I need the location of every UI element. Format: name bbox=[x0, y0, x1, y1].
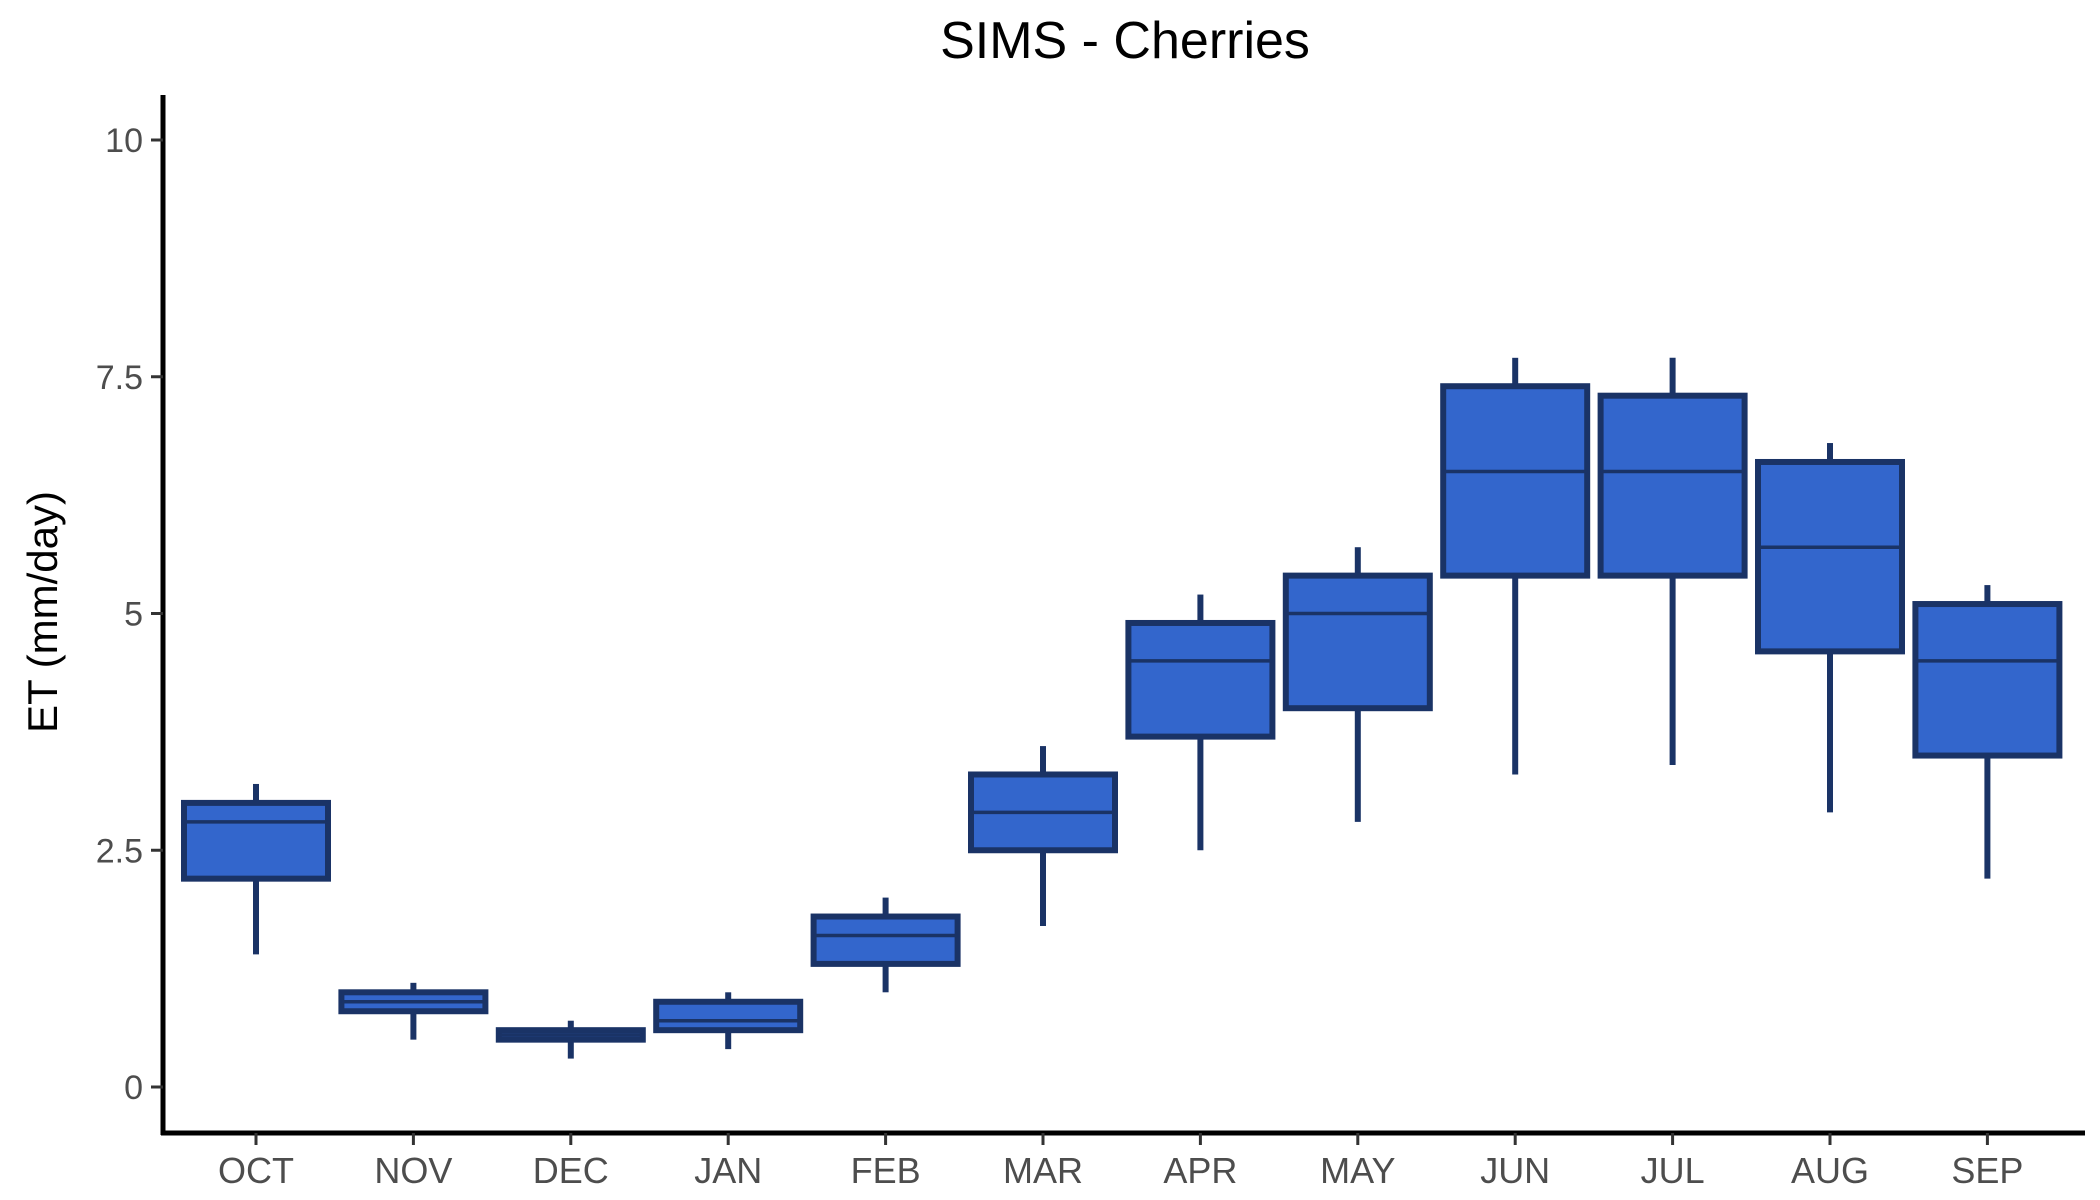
x-tick-label-may: MAY bbox=[1320, 1150, 1395, 1191]
y-tick-label: 0 bbox=[124, 1069, 143, 1107]
box-iqr bbox=[1912, 601, 2063, 759]
box-jul bbox=[1597, 357, 1748, 766]
x-tick-label-dec: DEC bbox=[533, 1150, 609, 1191]
y-tick-label: 10 bbox=[105, 122, 143, 160]
box-dec bbox=[495, 1020, 646, 1059]
box-mar bbox=[968, 746, 1118, 927]
box-sep bbox=[1912, 585, 2063, 879]
x-tick-label-mar: MAR bbox=[1003, 1150, 1083, 1191]
box-iqr bbox=[1755, 458, 1905, 655]
plot-area: 0 2.5 5 7.5 10 OCT NOV DEC JAN FEB MAR APR MAY JUN JUL… bbox=[96, 95, 2085, 1191]
x-tick-label-apr: APR bbox=[1163, 1150, 1237, 1191]
x-tick-label-feb: FEB bbox=[851, 1150, 921, 1191]
x-tick-label-jan: JAN bbox=[694, 1150, 762, 1191]
x-tick-label-oct: OCT bbox=[218, 1150, 294, 1191]
box-jun bbox=[1440, 357, 1591, 775]
x-tick-label-aug: AUG bbox=[1791, 1150, 1869, 1191]
y-tick-label: 5 bbox=[124, 596, 143, 634]
y-tick-label: 2.5 bbox=[96, 832, 143, 870]
box-iqr bbox=[810, 913, 961, 967]
box-nov bbox=[338, 982, 489, 1040]
box-jan bbox=[653, 992, 804, 1050]
box-iqr bbox=[1125, 619, 1276, 740]
x-tick-label-jul: JUL bbox=[1641, 1150, 1705, 1191]
box-iqr bbox=[653, 998, 804, 1034]
box-may bbox=[1282, 547, 1433, 822]
x-tick-label-nov: NOV bbox=[374, 1150, 452, 1191]
y-tick-label: 7.5 bbox=[96, 359, 143, 397]
x-tick-label-jun: JUN bbox=[1480, 1150, 1550, 1191]
box-iqr bbox=[1282, 572, 1433, 712]
chart-title: SIMS - Cherries bbox=[940, 12, 1310, 70]
box-iqr bbox=[181, 799, 331, 882]
box-feb bbox=[810, 897, 961, 993]
box-iqr bbox=[1597, 392, 1748, 579]
box-apr bbox=[1125, 594, 1276, 851]
y-axis-title: ET (mm/day) bbox=[19, 491, 66, 733]
box-iqr bbox=[1440, 383, 1591, 579]
box-aug bbox=[1755, 443, 1905, 813]
x-tick-label-sep: SEP bbox=[1951, 1150, 2023, 1191]
box-oct bbox=[181, 783, 331, 955]
